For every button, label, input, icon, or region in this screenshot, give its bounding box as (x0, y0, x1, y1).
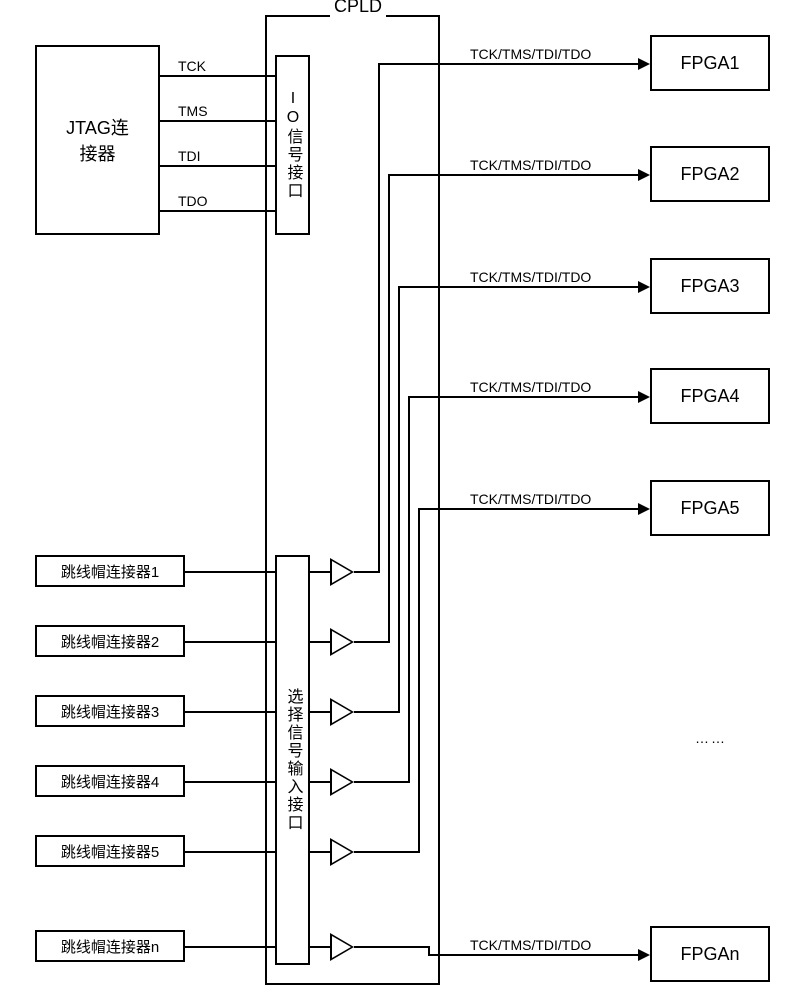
line-tdi (160, 165, 275, 167)
jumper-2: 跳线帽连接器2 (35, 625, 185, 657)
io-port-label: IO信号接口 (281, 90, 305, 200)
bline-4 (310, 781, 330, 783)
h3 (398, 286, 638, 288)
jline-5 (185, 851, 275, 853)
bline-3 (310, 711, 330, 713)
line-tdo (160, 210, 275, 212)
jumper-1-label: 跳线帽连接器1 (61, 561, 159, 582)
buf-4 (330, 768, 354, 796)
ar3 (638, 281, 650, 293)
v5 (418, 508, 420, 853)
fpga-3: FPGA3 (650, 258, 770, 314)
h2 (388, 174, 638, 176)
diagram-canvas: CPLD JTAG连 接器 IO信号接口 选择信号输入接口 TCK TMS TD… (0, 0, 789, 1000)
lbl-tms: TMS (178, 103, 208, 119)
v4 (408, 396, 410, 783)
ar4 (638, 391, 650, 403)
buf-2 (330, 628, 354, 656)
bus1: TCK/TMS/TDI/TDO (470, 46, 591, 62)
fpga-n-label: FPGAn (680, 944, 739, 965)
bus3: TCK/TMS/TDI/TDO (470, 269, 591, 285)
jumper-3-label: 跳线帽连接器3 (61, 701, 159, 722)
io-port: IO信号接口 (275, 55, 310, 235)
hn (428, 954, 638, 956)
h1 (378, 63, 638, 65)
bus4: TCK/TMS/TDI/TDO (470, 379, 591, 395)
arn (638, 949, 650, 961)
ellipsis: …… (695, 730, 727, 746)
jumper-5-label: 跳线帽连接器5 (61, 841, 159, 862)
ar2 (638, 169, 650, 181)
jline-3 (185, 711, 275, 713)
fpga-n: FPGAn (650, 926, 770, 982)
jline-1 (185, 571, 275, 573)
bline-5 (310, 851, 330, 853)
bus2: TCK/TMS/TDI/TDO (470, 157, 591, 173)
bline-2 (310, 641, 330, 643)
jumper-4: 跳线帽连接器4 (35, 765, 185, 797)
cpld-title: CPLD (330, 0, 386, 17)
bline-n (310, 946, 330, 948)
vnh (354, 946, 428, 948)
lbl-tck: TCK (178, 58, 206, 74)
bus5: TCK/TMS/TDI/TDO (470, 491, 591, 507)
fpga-4: FPGA4 (650, 368, 770, 424)
jline-4 (185, 781, 275, 783)
v2h (354, 641, 388, 643)
buf-n (330, 933, 354, 961)
fpga-4-label: FPGA4 (680, 386, 739, 407)
jtag-label: JTAG连 接器 (66, 114, 129, 166)
v4h (354, 781, 408, 783)
fpga-1: FPGA1 (650, 35, 770, 91)
v3 (398, 286, 400, 713)
select-port-label: 选择信号输入接口 (281, 688, 305, 832)
jumper-4-label: 跳线帽连接器4 (61, 771, 159, 792)
select-port: 选择信号输入接口 (275, 555, 310, 965)
buf-3 (330, 698, 354, 726)
jumper-1: 跳线帽连接器1 (35, 555, 185, 587)
v3h (354, 711, 398, 713)
v1 (378, 63, 380, 573)
fpga-2: FPGA2 (650, 146, 770, 202)
lbl-tdi: TDI (178, 148, 201, 164)
jumper-2-label: 跳线帽连接器2 (61, 631, 159, 652)
line-tms (160, 120, 275, 122)
h4 (408, 396, 638, 398)
fpga-2-label: FPGA2 (680, 164, 739, 185)
v1h (354, 571, 378, 573)
v2 (388, 174, 390, 643)
buf-5 (330, 838, 354, 866)
fpga-1-label: FPGA1 (680, 53, 739, 74)
fpga-3-label: FPGA3 (680, 276, 739, 297)
h5 (418, 508, 638, 510)
jumper-n-label: 跳线帽连接器n (61, 936, 159, 957)
v5h (354, 851, 418, 853)
jumper-5: 跳线帽连接器5 (35, 835, 185, 867)
jline-n (185, 946, 275, 948)
jumper-3: 跳线帽连接器3 (35, 695, 185, 727)
jtag-connector: JTAG连 接器 (35, 45, 160, 235)
jumper-n: 跳线帽连接器n (35, 930, 185, 962)
jline-2 (185, 641, 275, 643)
ar1 (638, 58, 650, 70)
fpga-5-label: FPGA5 (680, 498, 739, 519)
ar5 (638, 503, 650, 515)
buf-1 (330, 558, 354, 586)
lbl-tdo: TDO (178, 193, 208, 209)
fpga-5: FPGA5 (650, 480, 770, 536)
bline-1 (310, 571, 330, 573)
line-tck (160, 75, 275, 77)
busn: TCK/TMS/TDI/TDO (470, 937, 591, 953)
